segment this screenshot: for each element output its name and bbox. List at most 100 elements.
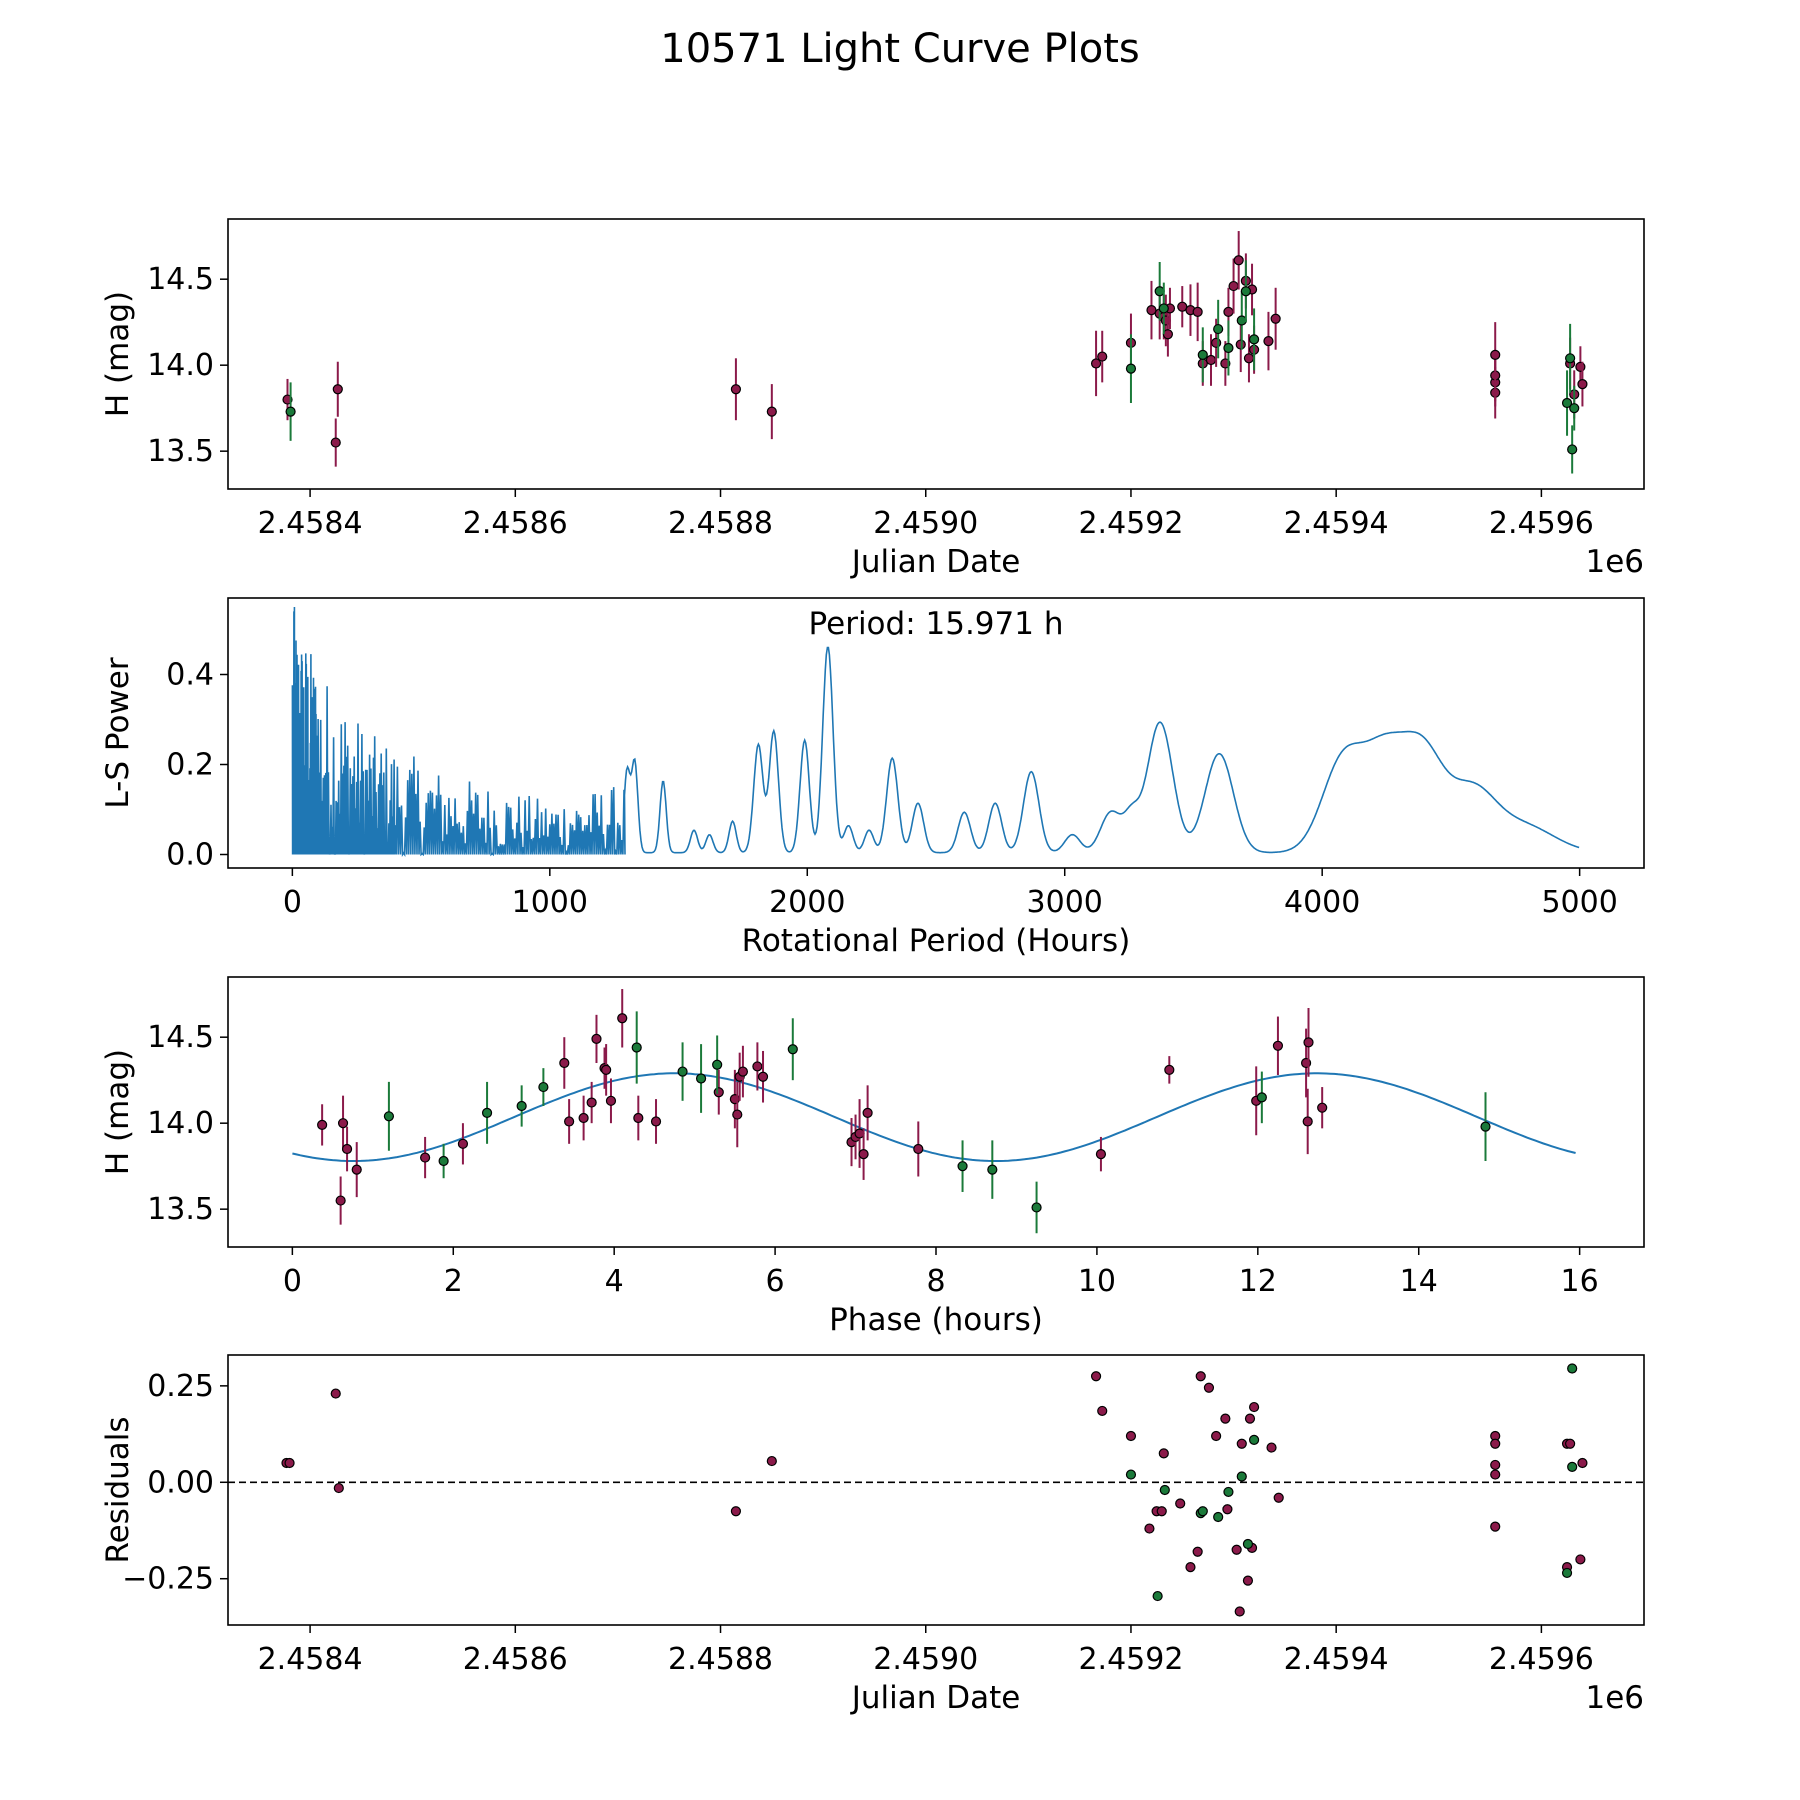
data-point-green (1242, 1538, 1254, 1550)
data-point-magenta (586, 1097, 597, 1108)
x-offset-label: 1e6 (1585, 1680, 1644, 1716)
data-point-green (1561, 1567, 1573, 1579)
data-point-green (712, 1059, 723, 1070)
panel-periodogram: 0 1000 2000 3000 4000 5000 0.0 0.2 0.4 Rotational… (100, 597, 1645, 959)
data-point-green (1197, 1506, 1208, 1517)
data-point-magenta (1222, 1504, 1233, 1515)
panel-residuals: 2.4584 2.4586 2.4588 2.4590 2.4592 2.4594 2.45… (100, 1354, 1645, 1716)
data-point-green (1567, 1363, 1578, 1374)
data-point-magenta (1577, 378, 1588, 390)
series-group (282, 231, 1588, 474)
data-point-magenta (617, 1013, 628, 1024)
data-point-green (1569, 403, 1580, 414)
data-point-magenta (1575, 361, 1586, 372)
y-tick-label: 0.25 (147, 1369, 214, 1404)
data-point-green (538, 1081, 549, 1093)
x-tick-label: 2.4586 (463, 1642, 568, 1677)
y-tick-label: 0.4 (166, 658, 214, 693)
x-tick-label: 2.4592 (1078, 1642, 1183, 1677)
data-point-magenta (601, 1064, 612, 1075)
data-point-magenta (633, 1112, 644, 1124)
data-point-magenta (351, 1164, 362, 1175)
data-point-magenta (1211, 1430, 1222, 1442)
data-point-green (677, 1066, 688, 1077)
data-point-magenta (737, 1066, 749, 1077)
data-point-magenta (457, 1138, 469, 1149)
data-point-green (481, 1107, 493, 1118)
data-point-magenta (559, 1057, 570, 1069)
data-point-magenta (1248, 1401, 1260, 1413)
data-point-magenta (732, 1109, 743, 1120)
data-point-magenta (1236, 1438, 1247, 1449)
data-point-magenta (317, 1119, 328, 1130)
data-point-magenta (1490, 1469, 1501, 1480)
data-point-magenta (591, 1033, 602, 1045)
data-point-magenta (420, 1152, 431, 1163)
panel-phased-curve: 0 2 4 6 8 10 12 14 16 13.5 14.0 14.5 Phase (hours) H … (100, 976, 1645, 1338)
axes-frame (227, 1354, 1645, 1626)
series-group (317, 989, 1491, 1234)
data-point-magenta (1095, 1149, 1107, 1160)
data-point-green (957, 1161, 968, 1172)
y-axis-label: H (mag) (100, 1049, 136, 1175)
data-point-magenta (1242, 1575, 1254, 1586)
y-tick-label: 0.00 (147, 1465, 214, 1500)
data-point-magenta (333, 1482, 344, 1494)
panel-light-curve: 2.4584 2.4586 2.4588 2.4590 2.4592 2.4594 2.45… (100, 218, 1645, 580)
data-point-green (1213, 323, 1224, 335)
x-tick-label: 2.4596 (1489, 1642, 1594, 1677)
x-offset-label: 1e6 (1585, 544, 1644, 580)
series-group (281, 1363, 1588, 1617)
data-point-magenta (1575, 1554, 1586, 1565)
x-tick-label: 6 (766, 1264, 785, 1299)
data-point-magenta (1490, 349, 1501, 360)
data-point-magenta (605, 1095, 617, 1106)
y-axis-label: L-S Power (100, 657, 136, 808)
x-tick-label: 4000 (1284, 885, 1360, 920)
x-tick-label: 1000 (512, 885, 588, 920)
x-tick-label: 16 (1561, 1264, 1599, 1299)
data-point-magenta (1273, 1492, 1284, 1503)
x-tick-label: 2.4586 (463, 506, 568, 541)
data-point-magenta (1192, 306, 1203, 317)
y-tick-label: 14.0 (147, 348, 214, 383)
x-tick-label: 2.4590 (873, 506, 978, 541)
data-point-magenta (766, 406, 777, 417)
data-point-magenta (564, 1116, 575, 1127)
x-axis-label: Julian Date (850, 544, 1021, 580)
data-point-magenta (1266, 1442, 1277, 1453)
x-tick-label: 2.4584 (258, 506, 363, 541)
data-point-green (987, 1164, 998, 1175)
data-point-magenta (1302, 1116, 1313, 1127)
data-point-green (1236, 1471, 1247, 1482)
data-point-magenta (1270, 313, 1281, 324)
data-point-green (787, 1044, 798, 1055)
y-axis-label: Residuals (100, 1416, 136, 1563)
data-point-green (438, 1155, 449, 1167)
axes-frame (227, 976, 1645, 1248)
data-point-magenta (1203, 1382, 1215, 1393)
x-tick-label: 2.4590 (873, 1642, 978, 1677)
x-tick-label: 14 (1400, 1264, 1438, 1299)
x-tick-label: 2.4588 (668, 506, 773, 541)
data-point-magenta (752, 1061, 763, 1072)
data-point-magenta (332, 384, 343, 395)
x-tick-label: 0 (283, 885, 302, 920)
data-point-green (1480, 1121, 1491, 1132)
x-tick-label: 8 (926, 1264, 945, 1299)
data-point-magenta (713, 1087, 724, 1098)
data-point-magenta (284, 1457, 295, 1469)
x-axis-label: Rotational Period (Hours) (742, 923, 1131, 959)
x-tick-label: 0 (283, 1264, 302, 1299)
data-point-magenta (1125, 1430, 1137, 1442)
data-point-green (383, 1111, 395, 1122)
x-tick-label: 5000 (1541, 885, 1617, 920)
y-tick-label: 14.0 (147, 1106, 214, 1141)
data-point-green (1567, 1461, 1578, 1472)
data-point-magenta (1175, 1498, 1186, 1509)
figure-title: 10571 Light Curve Plots (660, 26, 1140, 72)
data-point-magenta (1205, 354, 1217, 366)
periodogram-line (291, 611, 1580, 858)
data-point-green (516, 1100, 527, 1112)
data-point-magenta (1565, 1438, 1576, 1449)
